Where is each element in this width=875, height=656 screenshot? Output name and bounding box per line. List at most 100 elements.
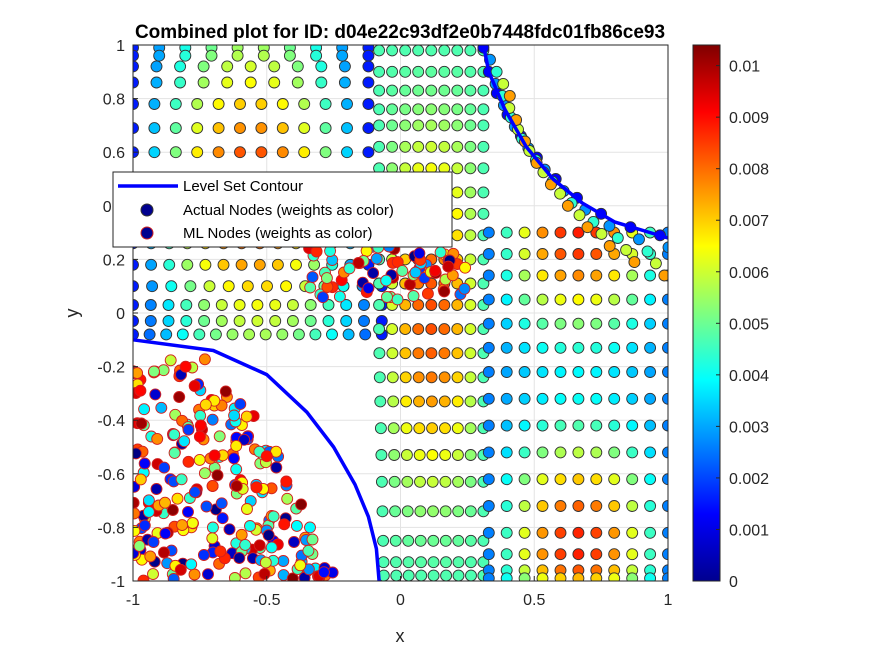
actual-node [608,500,621,512]
ml-node [182,455,195,468]
actual-node [518,473,531,486]
actual-node [174,60,187,73]
colorbar-tick-label-0: 0 [729,574,738,591]
actual-node [438,65,451,78]
actual-node [482,548,495,561]
actual-node [180,299,193,311]
colorbar-tick-label-2: 0.002 [729,471,769,488]
actual-node [590,572,603,581]
actual-node [500,473,513,486]
actual-node [628,256,641,269]
actual-node [176,328,189,341]
actual-node [439,505,452,518]
actual-node [174,76,187,89]
actual-node [451,229,464,242]
actual-node [518,526,531,539]
ml-node [280,475,293,488]
actual-node [160,328,173,341]
actual-node [199,258,212,271]
ml-node [277,555,290,567]
actual-node [233,315,246,327]
ml-node [265,541,278,554]
actual-node [269,315,282,327]
actual-node [425,371,438,384]
actual-node [482,572,495,581]
actual-node [386,323,399,336]
actual-node [414,534,427,547]
actual-node [590,473,603,486]
actual-node [451,395,464,408]
actual-node [376,505,389,518]
actual-node [500,248,513,260]
ml-node [233,552,246,564]
ml-node [133,496,140,509]
actual-node [482,226,495,239]
actual-node [373,299,386,311]
actual-node [464,475,477,488]
ml-node [429,264,442,277]
ml-node [142,505,155,518]
ml-node [138,403,151,416]
actual-node [464,103,477,116]
actual-node [554,341,567,354]
ml-node [259,556,272,569]
actual-node [590,248,603,260]
actual-node [197,76,210,89]
actual-node [133,122,139,135]
actual-node [590,446,603,459]
ml-node [182,423,195,436]
legend-label-actual: Actual Nodes (weights as color) [183,202,394,219]
actual-node [233,299,246,311]
actual-node [386,65,399,78]
ml-node [164,354,177,367]
ml-node [173,391,186,403]
ml-node [238,433,251,446]
actual-node [482,366,495,378]
ml-node [235,528,248,541]
actual-node [412,84,425,97]
actual-node [626,419,639,432]
actual-node [554,572,567,581]
actual-node [338,60,351,73]
actual-node [215,315,228,327]
actual-node [291,76,304,89]
ml-node [239,538,252,551]
actual-node [209,328,222,341]
actual-node [626,293,639,306]
actual-node [644,392,657,405]
colorbar-tick-label-5: 0.005 [729,316,769,333]
actual-node [251,299,264,311]
ml-node [230,480,243,492]
actual-node [298,146,311,159]
actual-node [193,328,206,341]
actual-node [401,475,414,488]
actual-node [451,207,464,220]
actual-node [644,269,657,282]
actual-node [662,241,668,254]
actual-node [150,76,163,89]
actual-node [572,526,585,539]
actual-node [477,119,490,132]
actual-node [626,317,639,330]
actual-node [626,526,639,539]
actual-node [608,473,621,486]
colorbar-tick-label-4: 0.004 [729,368,769,385]
colorbar-ticks: 0 0.001 0.002 0.003 0.004 0.005 0.006 0.007 0.00… [716,59,769,591]
actual-node [145,258,158,271]
actual-node [608,526,621,539]
actual-node [234,98,246,110]
actual-node [477,84,490,97]
actual-node [644,500,657,512]
actual-node [414,475,426,488]
actual-node [662,572,668,581]
actual-node [412,45,425,57]
x-tick-label-0: -1 [126,592,140,609]
actual-node [425,84,438,97]
actual-node [425,119,438,132]
ml-node [158,461,171,474]
ml-node [144,550,157,563]
actual-node [243,328,256,341]
actual-node [426,422,439,435]
chart-title: Combined plot for ID: d04e22c93df2e0b744… [135,22,665,43]
actual-node [191,122,204,135]
